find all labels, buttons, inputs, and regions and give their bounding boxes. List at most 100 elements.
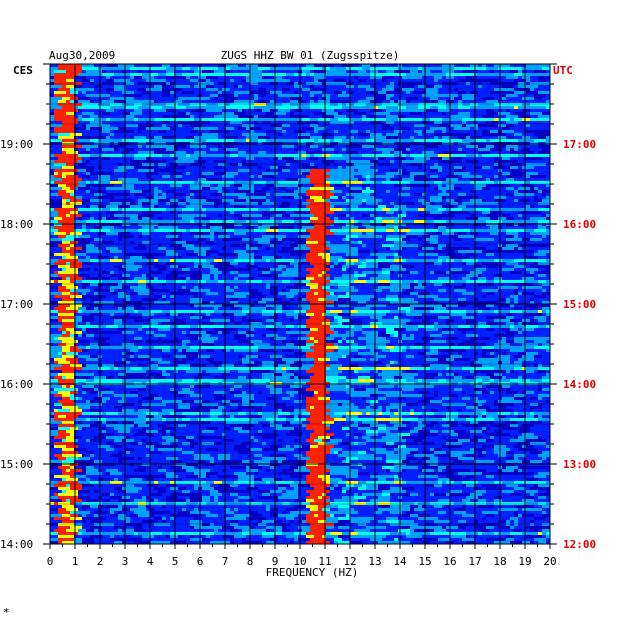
heatmap-cell	[490, 262, 498, 266]
heatmap-cell	[450, 106, 458, 110]
heatmap-cell	[198, 259, 206, 263]
heatmap-cell	[178, 211, 182, 215]
heatmap-cell	[66, 121, 78, 125]
heatmap-cell	[110, 103, 114, 107]
heatmap-cell	[326, 70, 334, 74]
heatmap-cell	[522, 238, 530, 242]
heatmap-cell	[354, 124, 366, 128]
heatmap-cell	[442, 277, 446, 281]
heatmap-cell	[90, 199, 94, 203]
heatmap-cell	[230, 151, 238, 155]
heatmap-cell	[538, 76, 550, 80]
heatmap-cell	[378, 262, 390, 266]
heatmap-cell	[314, 166, 318, 170]
heatmap-cell	[214, 109, 222, 113]
heatmap-cell	[390, 271, 394, 275]
heatmap-cell	[86, 94, 98, 98]
heatmap-cell	[62, 268, 66, 272]
heatmap-cell	[522, 250, 534, 254]
heatmap-cell	[422, 274, 434, 278]
heatmap-cell	[82, 91, 86, 95]
heatmap-cell	[442, 202, 450, 206]
heatmap-cell	[514, 106, 518, 110]
heatmap-cell	[114, 265, 122, 269]
heatmap-cell	[54, 295, 58, 299]
heatmap-cell	[434, 79, 438, 83]
heatmap-cell	[502, 265, 514, 269]
heatmap-cell	[150, 271, 162, 275]
heatmap-cell	[466, 94, 474, 98]
heatmap-cell	[134, 265, 142, 269]
heatmap-cell	[50, 88, 58, 92]
heatmap-row	[50, 244, 550, 248]
heatmap-cell	[54, 232, 58, 236]
heatmap-cell	[386, 187, 398, 191]
heatmap-cell	[74, 193, 82, 197]
heatmap-cell	[130, 76, 134, 80]
heatmap-cell	[258, 91, 270, 95]
heatmap-cell	[462, 259, 474, 263]
heatmap-cell	[414, 118, 422, 122]
heatmap-cell	[74, 226, 82, 230]
heatmap-cell	[362, 271, 374, 275]
heatmap-cell	[210, 217, 214, 221]
heatmap-cell	[414, 130, 422, 134]
heatmap-cell	[234, 202, 246, 206]
heatmap-cell	[74, 94, 86, 98]
heatmap-cell	[454, 127, 462, 131]
heatmap-cell	[154, 79, 166, 83]
heatmap-cell	[202, 262, 206, 266]
heatmap-row	[50, 139, 550, 143]
heatmap-cell	[218, 214, 222, 218]
heatmap-cell	[382, 130, 394, 134]
heatmap-cell	[138, 124, 146, 128]
heatmap-cell	[506, 67, 510, 71]
heatmap-cell	[406, 256, 410, 260]
heatmap-cell	[530, 67, 542, 71]
heatmap-cell	[138, 133, 150, 137]
heatmap-cell	[206, 280, 218, 284]
heatmap-cell	[458, 100, 462, 104]
heatmap-cell	[162, 211, 166, 215]
heatmap-cell	[538, 226, 546, 230]
heatmap-cell	[354, 223, 362, 227]
heatmap-cell	[414, 121, 422, 125]
heatmap-cell	[66, 88, 70, 92]
heatmap-cell	[422, 277, 426, 281]
heatmap-cell	[162, 220, 166, 224]
heatmap-cell	[306, 205, 310, 209]
heatmap-cell	[82, 109, 94, 113]
heatmap-cell	[62, 127, 66, 131]
heatmap-cell	[166, 70, 174, 74]
heatmap-cell	[322, 133, 334, 137]
heatmap-cell	[230, 256, 238, 260]
heatmap-cell	[354, 154, 358, 158]
heatmap-cell	[86, 124, 98, 128]
heatmap-cell	[370, 94, 374, 98]
heatmap-cell	[158, 268, 162, 272]
heatmap-cell	[434, 220, 446, 224]
heatmap-cell	[210, 277, 214, 281]
heatmap-cell	[474, 253, 486, 257]
heatmap-cell	[386, 121, 394, 125]
heatmap-cell	[334, 205, 342, 209]
heatmap-cell	[198, 241, 206, 245]
heatmap-cell	[94, 217, 102, 221]
heatmap-cell	[150, 136, 154, 140]
heatmap-cell	[366, 136, 370, 140]
heatmap-cell	[258, 94, 266, 98]
heatmap-cell	[514, 178, 526, 182]
heatmap-cell	[474, 73, 486, 77]
heatmap-cell	[142, 97, 150, 101]
heatmap-cell	[330, 196, 338, 200]
heatmap-cell	[378, 199, 382, 203]
heatmap-cell	[186, 172, 190, 176]
heatmap-cell	[214, 97, 218, 101]
heatmap-cell	[286, 199, 290, 203]
heatmap-cell	[90, 241, 102, 245]
heatmap-cell	[470, 277, 478, 281]
heatmap-cell	[462, 208, 474, 212]
heatmap-cell	[86, 148, 90, 152]
heatmap-cell	[238, 154, 250, 158]
heatmap-cell	[374, 169, 378, 173]
